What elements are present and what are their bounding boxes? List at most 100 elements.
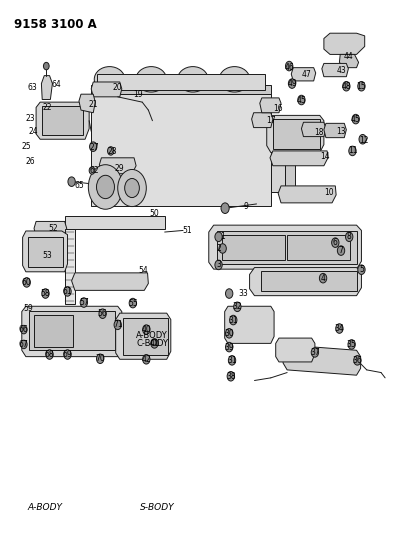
Circle shape [358,265,365,274]
Polygon shape [99,158,136,174]
Polygon shape [324,123,346,138]
Text: 46: 46 [284,63,294,71]
Circle shape [118,169,146,207]
Circle shape [129,298,136,308]
Text: 49: 49 [287,79,297,88]
Text: 37: 37 [310,348,320,357]
Text: 1: 1 [220,232,225,241]
Circle shape [89,167,95,174]
Text: 52: 52 [49,224,58,233]
Text: S-BODY: S-BODY [140,503,175,512]
Polygon shape [23,231,67,272]
Circle shape [230,316,237,325]
Text: 48: 48 [342,82,351,91]
Circle shape [143,354,150,364]
Text: 5: 5 [359,265,364,274]
Bar [273,119,320,149]
Text: 25: 25 [22,142,32,151]
Text: 65: 65 [74,181,84,190]
Text: 34: 34 [335,324,344,333]
Text: A-BODY: A-BODY [136,331,168,340]
Text: 70: 70 [95,354,105,364]
Text: 45: 45 [351,115,360,124]
Circle shape [337,246,345,255]
Text: 35: 35 [347,340,356,349]
Circle shape [227,372,235,381]
Circle shape [219,244,226,253]
Circle shape [226,328,233,338]
Text: C-BODY: C-BODY [136,339,168,348]
Circle shape [343,82,350,91]
Text: 8: 8 [347,232,351,241]
Bar [65,229,75,304]
Text: 30: 30 [224,329,234,338]
Text: 18: 18 [314,128,324,137]
Circle shape [97,354,104,364]
Circle shape [46,350,53,359]
Circle shape [64,287,71,296]
Text: 31: 31 [229,316,238,325]
Circle shape [349,146,356,156]
Ellipse shape [219,67,250,92]
Text: 50: 50 [150,209,159,218]
Text: 11: 11 [349,147,358,156]
Text: 32: 32 [233,302,242,311]
Polygon shape [91,82,122,97]
Text: 57: 57 [79,298,89,307]
Bar [271,128,285,192]
Text: 68: 68 [45,350,54,359]
Bar [34,316,73,347]
Text: A-BODY: A-BODY [28,503,63,512]
Text: 47: 47 [302,70,312,79]
Text: 40: 40 [141,325,151,334]
Text: 42: 42 [141,355,151,364]
Circle shape [298,95,305,105]
Circle shape [226,342,233,352]
Polygon shape [339,54,358,68]
Polygon shape [278,186,336,203]
Circle shape [151,338,158,348]
Bar [97,74,265,90]
Ellipse shape [178,67,208,92]
Text: 60: 60 [22,278,32,287]
Circle shape [221,203,229,214]
Text: 29: 29 [114,164,124,173]
Text: 9158 3100 A: 9158 3100 A [14,18,97,31]
Polygon shape [324,33,365,54]
Circle shape [23,278,30,287]
Circle shape [215,232,222,241]
Circle shape [97,175,115,199]
Polygon shape [249,268,361,296]
Polygon shape [252,113,273,127]
Bar [28,237,62,266]
Polygon shape [225,306,274,343]
Circle shape [215,260,222,270]
Text: 61: 61 [63,287,72,296]
Bar [42,106,83,135]
Polygon shape [115,313,171,359]
Text: 44: 44 [344,52,353,61]
Text: 26: 26 [26,157,36,166]
Text: 10: 10 [324,188,334,197]
Bar [65,216,165,229]
Circle shape [80,298,88,308]
Text: 55: 55 [128,298,138,308]
Text: 59: 59 [23,304,33,313]
Text: 41: 41 [150,339,159,348]
Text: 28: 28 [108,148,117,157]
Text: 16: 16 [273,104,283,113]
Circle shape [319,273,327,283]
Bar [123,318,168,355]
Bar [91,94,271,206]
Circle shape [359,134,366,144]
Text: 45: 45 [297,95,306,104]
Circle shape [348,340,356,349]
Polygon shape [270,151,328,166]
Text: 20: 20 [113,83,122,92]
Circle shape [311,348,319,357]
Polygon shape [209,225,361,269]
Text: 66: 66 [19,325,29,334]
Circle shape [354,356,361,365]
Text: 36: 36 [353,356,362,365]
Text: 71: 71 [113,320,122,329]
